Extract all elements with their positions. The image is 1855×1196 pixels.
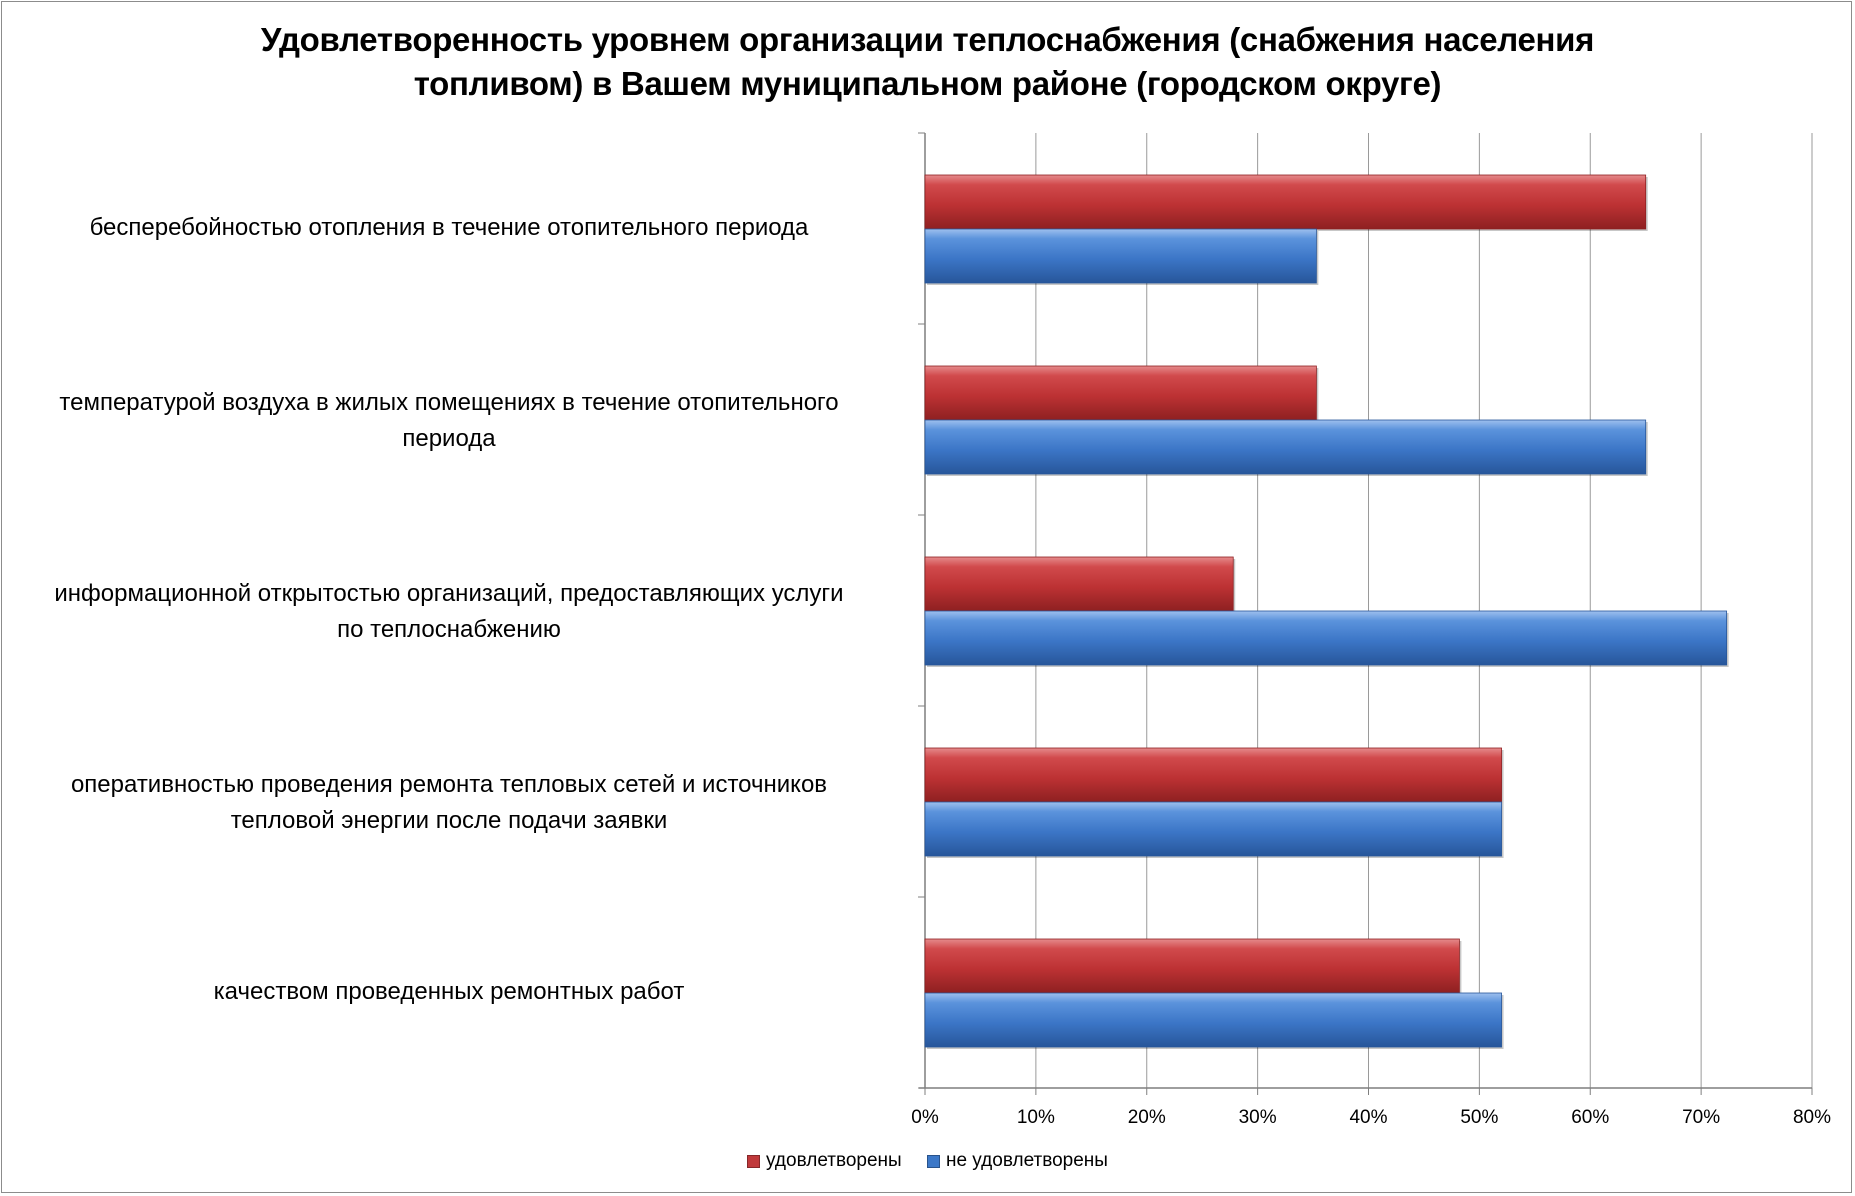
legend-item-not-satisfied: не удовлетворены [926,1150,1108,1172]
legend-swatch-satisfied [747,1154,761,1168]
chart-title-line-2: топливом) в Вашем муниципальном районе (… [413,65,1442,102]
bar-satisfied-0 [924,174,1647,230]
category-label-2-line-1: по теплоснабжению [337,615,561,643]
bar-not-satisfied-0 [924,228,1317,284]
legend-label-not-satisfied: не удовлетворены [945,1150,1108,1171]
bar-not-satisfied-2 [924,610,1728,666]
bar-satisfied-4 [924,938,1460,994]
category-label-3: оперативностью проведения ремонта теплов… [4,767,894,839]
category-label-4-line-0: качеством проведенных ремонтных работ [213,977,685,1005]
legend-label-satisfied: удовлетворены [766,1150,902,1171]
category-label-1-line-0: температурой воздуха в жилых помещениях … [59,388,839,416]
category-label-3-line-1: тепловой энергии после подачи заявки [230,806,668,834]
x-tick-label-2: 20% [1128,1107,1166,1128]
chart-title-line-1: Удовлетворенность уровнем организации те… [260,21,1595,58]
legend-swatch-not-satisfied [926,1154,940,1168]
category-label-4: качеством проведенных ремонтных работ [4,974,894,1010]
x-tick-label-4: 40% [1349,1107,1387,1128]
bar-satisfied-2 [924,556,1234,612]
chart-legend: удовлетворены не удовлетворены [0,1150,1855,1174]
category-label-2: информационной открытостью организаций, … [4,576,894,648]
bar-not-satisfied-4 [924,992,1502,1048]
bar-satisfied-3 [924,747,1502,803]
bar-satisfied-1 [924,365,1317,421]
x-tick-label-3: 30% [1239,1107,1277,1128]
category-label-0: бесперебойностью отопления в течение ото… [4,210,894,246]
category-label-0-line-0: бесперебойностью отопления в течение ото… [89,213,809,241]
x-tick-label-0: 0% [911,1107,939,1128]
chart-title: Удовлетворенность уровнем организации те… [0,18,1855,106]
x-tick-label-5: 50% [1460,1107,1498,1128]
category-label-1-line-1: периода [402,424,496,452]
legend-item-satisfied: удовлетворены [747,1150,902,1172]
x-tick-label-1: 10% [1017,1107,1055,1128]
bar-not-satisfied-1 [924,419,1647,475]
x-tick-label-8: 80% [1793,1107,1831,1128]
category-label-2-line-0: информационной открытостью организаций, … [54,579,844,607]
bar-not-satisfied-3 [924,801,1502,857]
x-tick-label-7: 70% [1682,1107,1720,1128]
category-label-1: температурой воздуха в жилых помещениях … [4,385,894,457]
category-label-3-line-0: оперативностью проведения ремонта теплов… [70,770,828,798]
x-tick-label-6: 60% [1571,1107,1609,1128]
